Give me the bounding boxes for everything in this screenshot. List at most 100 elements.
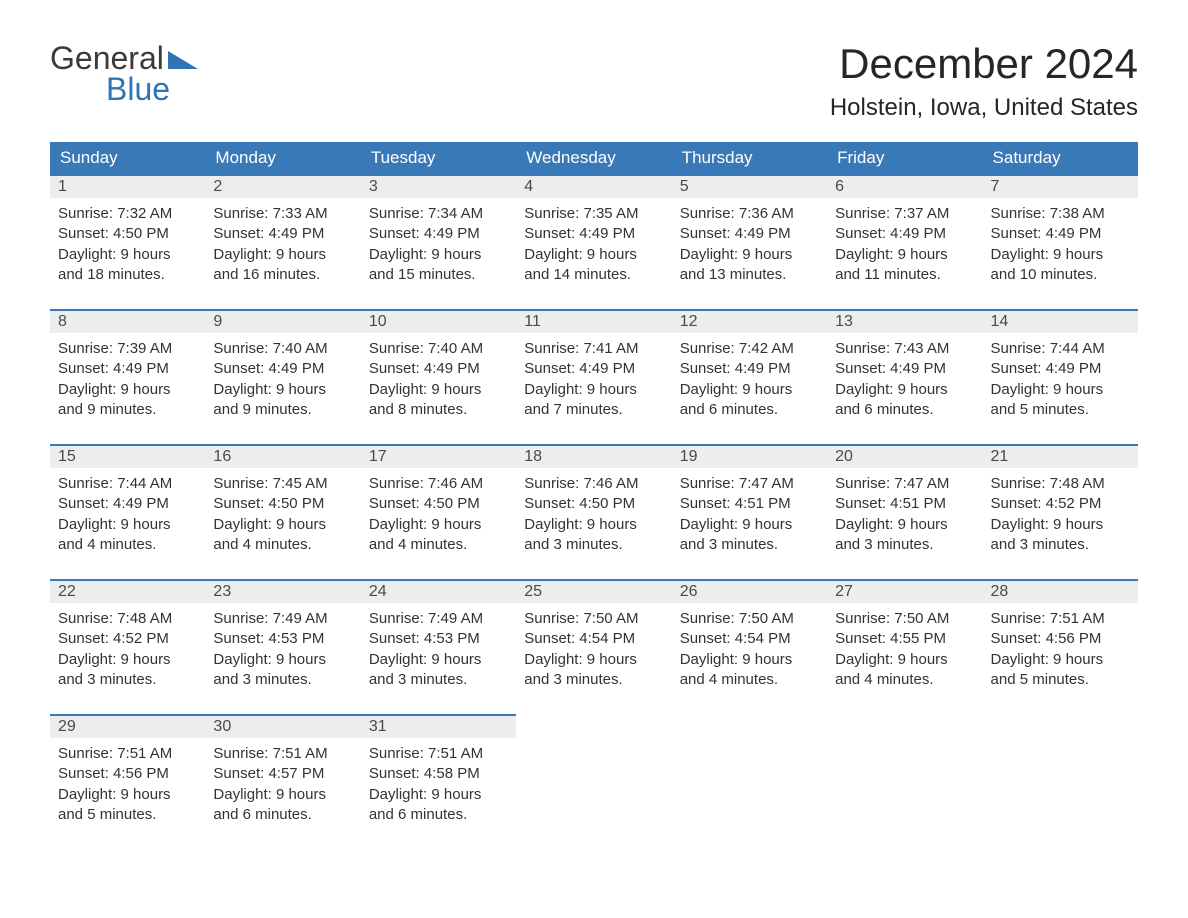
day-sunset: Sunset: 4:52 PM xyxy=(991,494,1130,514)
day-day2: and 3 minutes. xyxy=(680,535,819,555)
day-sunset: Sunset: 4:54 PM xyxy=(680,629,819,649)
day-day1: Daylight: 9 hours xyxy=(991,650,1130,670)
day-number: 25 xyxy=(516,579,671,603)
day-details-row: Sunrise: 7:48 AMSunset: 4:52 PMDaylight:… xyxy=(50,603,1138,714)
day-number: 11 xyxy=(516,309,671,333)
day-day2: and 10 minutes. xyxy=(991,265,1130,285)
day-number: 1 xyxy=(50,174,205,198)
day-number-row: 891011121314 xyxy=(50,309,1138,333)
day-number-row: 22232425262728 xyxy=(50,579,1138,603)
day-number: 12 xyxy=(672,309,827,333)
day-number: 24 xyxy=(361,579,516,603)
day-number: 28 xyxy=(983,579,1138,603)
day-day1: Daylight: 9 hours xyxy=(991,515,1130,535)
weekday-header: Sunday xyxy=(50,142,205,174)
day-sunrise: Sunrise: 7:43 AM xyxy=(835,339,974,359)
day-day2: and 11 minutes. xyxy=(835,265,974,285)
day-sunset: Sunset: 4:49 PM xyxy=(991,359,1130,379)
weekday-header: Thursday xyxy=(672,142,827,174)
day-details-row: Sunrise: 7:44 AMSunset: 4:49 PMDaylight:… xyxy=(50,468,1138,579)
day-day1: Daylight: 9 hours xyxy=(524,515,663,535)
day-day1: Daylight: 9 hours xyxy=(680,650,819,670)
day-sunset: Sunset: 4:51 PM xyxy=(835,494,974,514)
day-day1: Daylight: 9 hours xyxy=(835,515,974,535)
day-details: Sunrise: 7:49 AMSunset: 4:53 PMDaylight:… xyxy=(205,603,360,714)
day-day2: and 7 minutes. xyxy=(524,400,663,420)
day-details: Sunrise: 7:36 AMSunset: 4:49 PMDaylight:… xyxy=(672,198,827,309)
weekday-header: Monday xyxy=(205,142,360,174)
day-sunset: Sunset: 4:54 PM xyxy=(524,629,663,649)
day-sunset: Sunset: 4:50 PM xyxy=(369,494,508,514)
day-sunrise: Sunrise: 7:34 AM xyxy=(369,204,508,224)
day-sunset: Sunset: 4:49 PM xyxy=(524,224,663,244)
day-day2: and 3 minutes. xyxy=(991,535,1130,555)
day-number: 21 xyxy=(983,444,1138,468)
day-sunrise: Sunrise: 7:44 AM xyxy=(58,474,197,494)
day-sunrise: Sunrise: 7:51 AM xyxy=(369,744,508,764)
day-day1: Daylight: 9 hours xyxy=(835,380,974,400)
day-number-row: 293031 xyxy=(50,714,1138,738)
day-sunrise: Sunrise: 7:40 AM xyxy=(369,339,508,359)
day-sunrise: Sunrise: 7:48 AM xyxy=(58,609,197,629)
day-day2: and 15 minutes. xyxy=(369,265,508,285)
day-day1: Daylight: 9 hours xyxy=(835,650,974,670)
empty-cell xyxy=(983,738,1138,849)
day-details: Sunrise: 7:44 AMSunset: 4:49 PMDaylight:… xyxy=(983,333,1138,444)
day-sunrise: Sunrise: 7:41 AM xyxy=(524,339,663,359)
day-details-row: Sunrise: 7:51 AMSunset: 4:56 PMDaylight:… xyxy=(50,738,1138,849)
day-details: Sunrise: 7:38 AMSunset: 4:49 PMDaylight:… xyxy=(983,198,1138,309)
empty-cell xyxy=(983,714,1138,738)
day-number: 10 xyxy=(361,309,516,333)
day-number: 18 xyxy=(516,444,671,468)
day-sunset: Sunset: 4:49 PM xyxy=(835,359,974,379)
day-number-row: 15161718192021 xyxy=(50,444,1138,468)
day-day2: and 4 minutes. xyxy=(213,535,352,555)
day-number: 14 xyxy=(983,309,1138,333)
day-sunrise: Sunrise: 7:39 AM xyxy=(58,339,197,359)
day-day1: Daylight: 9 hours xyxy=(991,245,1130,265)
day-details: Sunrise: 7:47 AMSunset: 4:51 PMDaylight:… xyxy=(672,468,827,579)
day-details: Sunrise: 7:32 AMSunset: 4:50 PMDaylight:… xyxy=(50,198,205,309)
empty-cell xyxy=(516,714,671,738)
day-sunset: Sunset: 4:49 PM xyxy=(58,359,197,379)
day-details: Sunrise: 7:40 AMSunset: 4:49 PMDaylight:… xyxy=(361,333,516,444)
logo-text-blue: Blue xyxy=(106,71,170,108)
day-number: 15 xyxy=(50,444,205,468)
day-details: Sunrise: 7:47 AMSunset: 4:51 PMDaylight:… xyxy=(827,468,982,579)
day-details: Sunrise: 7:42 AMSunset: 4:49 PMDaylight:… xyxy=(672,333,827,444)
day-day1: Daylight: 9 hours xyxy=(369,380,508,400)
day-day2: and 3 minutes. xyxy=(835,535,974,555)
day-sunset: Sunset: 4:49 PM xyxy=(213,224,352,244)
day-sunrise: Sunrise: 7:48 AM xyxy=(991,474,1130,494)
empty-cell xyxy=(672,714,827,738)
day-day1: Daylight: 9 hours xyxy=(524,650,663,670)
day-number-row: 1234567 xyxy=(50,174,1138,198)
day-details: Sunrise: 7:50 AMSunset: 4:54 PMDaylight:… xyxy=(516,603,671,714)
day-day1: Daylight: 9 hours xyxy=(213,380,352,400)
day-day1: Daylight: 9 hours xyxy=(58,785,197,805)
day-sunrise: Sunrise: 7:49 AM xyxy=(369,609,508,629)
day-sunrise: Sunrise: 7:42 AM xyxy=(680,339,819,359)
empty-cell xyxy=(516,738,671,849)
day-details: Sunrise: 7:46 AMSunset: 4:50 PMDaylight:… xyxy=(516,468,671,579)
day-sunset: Sunset: 4:49 PM xyxy=(213,359,352,379)
day-day2: and 6 minutes. xyxy=(213,805,352,825)
day-number: 26 xyxy=(672,579,827,603)
day-number: 5 xyxy=(672,174,827,198)
month-title: December 2024 xyxy=(830,40,1138,88)
day-sunrise: Sunrise: 7:32 AM xyxy=(58,204,197,224)
day-day2: and 3 minutes. xyxy=(524,535,663,555)
day-sunrise: Sunrise: 7:50 AM xyxy=(680,609,819,629)
day-day1: Daylight: 9 hours xyxy=(213,515,352,535)
day-details: Sunrise: 7:46 AMSunset: 4:50 PMDaylight:… xyxy=(361,468,516,579)
day-sunset: Sunset: 4:51 PM xyxy=(680,494,819,514)
day-details: Sunrise: 7:34 AMSunset: 4:49 PMDaylight:… xyxy=(361,198,516,309)
weekday-header: Saturday xyxy=(983,142,1138,174)
day-sunrise: Sunrise: 7:51 AM xyxy=(991,609,1130,629)
day-day2: and 5 minutes. xyxy=(991,670,1130,690)
day-sunset: Sunset: 4:53 PM xyxy=(369,629,508,649)
day-day2: and 16 minutes. xyxy=(213,265,352,285)
day-number: 7 xyxy=(983,174,1138,198)
day-day2: and 4 minutes. xyxy=(835,670,974,690)
day-details: Sunrise: 7:39 AMSunset: 4:49 PMDaylight:… xyxy=(50,333,205,444)
